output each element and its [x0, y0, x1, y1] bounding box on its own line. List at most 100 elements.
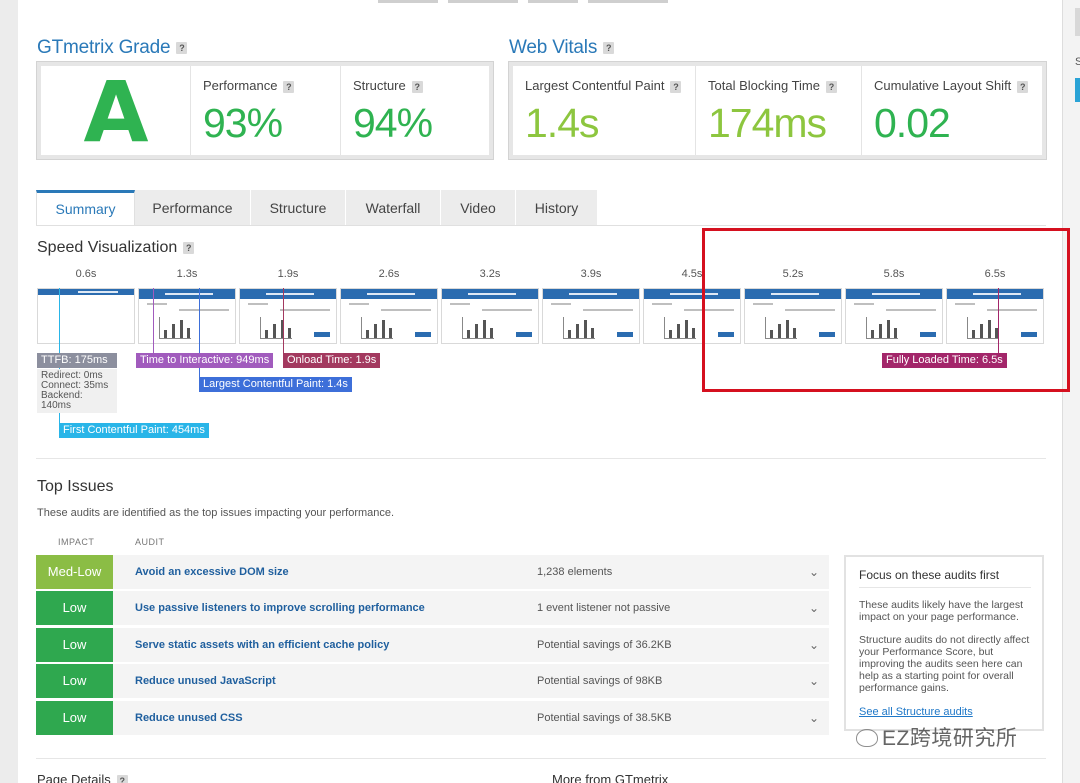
web-vitals-title: Web Vitals?	[509, 37, 615, 59]
audit-row[interactable]: Low Reduce unused CSS Potential savings …	[36, 701, 829, 735]
help-icon[interactable]: ?	[411, 80, 423, 93]
filmstrip-frame[interactable]	[340, 288, 438, 344]
filmstrip-frame[interactable]	[744, 288, 842, 344]
tick-label: 5.8s	[883, 268, 905, 280]
grade-section-title: GTmetrix Grade?	[37, 37, 188, 59]
metric-label: Cumulative Layout Shift?	[874, 78, 1029, 93]
section-divider	[36, 458, 1046, 459]
ttfb-label: TTFB: 175ms	[37, 353, 117, 368]
grade-cell: A	[41, 66, 191, 155]
performance-value: 93%	[203, 100, 283, 146]
web-vitals-box: Largest Contentful Paint? 1.4s Total Blo…	[509, 62, 1046, 159]
wechat-icon	[856, 729, 878, 747]
structure-value: 94%	[353, 100, 433, 146]
filmstrip-frame[interactable]	[946, 288, 1044, 344]
audit-title[interactable]: Serve static assets with an efficient ca…	[135, 639, 390, 651]
help-icon[interactable]: ?	[603, 41, 615, 54]
help-icon[interactable]: ?	[176, 41, 188, 54]
tick-label: 4.5s	[681, 268, 703, 280]
ttfb-connect: Connect: 35ms	[41, 380, 109, 391]
lcp-marker-line	[199, 288, 200, 378]
audit-title[interactable]: Avoid an excessive DOM size	[135, 566, 289, 578]
audit-title[interactable]: Use passive listeners to improve scrolli…	[135, 602, 425, 614]
sidebar-button-edge[interactable]	[1075, 78, 1080, 102]
filmstrip-frame[interactable]	[845, 288, 943, 344]
help-icon[interactable]: ?	[1017, 80, 1029, 93]
metric-label: Total Blocking Time?	[708, 78, 837, 93]
tab-video[interactable]: Video	[441, 190, 516, 226]
audit-row[interactable]: Low Reduce unused JavaScript Potential s…	[36, 664, 829, 698]
audit-row[interactable]: Low Use passive listeners to improve scr…	[36, 591, 829, 625]
audit-detail: Potential savings of 38.5KB	[537, 712, 672, 724]
top-issues-description: These audits are identified as the top i…	[37, 507, 395, 519]
structure-audits-link[interactable]: See all Structure audits	[859, 706, 973, 718]
speed-viz-title-text: Speed Visualization	[37, 239, 178, 256]
tab-summary[interactable]: Summary	[36, 190, 135, 226]
onload-label: Onload Time: 1.9s	[283, 353, 381, 368]
tick-label: 0.6s	[75, 268, 97, 280]
tti-marker-line	[153, 288, 154, 354]
metric-label: Performance?	[203, 78, 295, 93]
metric-label: Largest Contentful Paint?	[525, 78, 682, 93]
grade-title-text: GTmetrix Grade	[37, 37, 171, 58]
tick-label: 3.2s	[479, 268, 501, 280]
audit-row[interactable]: Med-Low Avoid an excessive DOM size 1,23…	[36, 555, 829, 589]
ttfb-backend: Backend: 140ms	[41, 390, 83, 411]
onload-marker-line	[283, 288, 284, 354]
lcp-metric: Largest Contentful Paint? 1.4s	[513, 66, 696, 155]
audit-detail: Potential savings of 98KB	[537, 675, 663, 687]
audit-row[interactable]: Low Serve static assets with an efficien…	[36, 628, 829, 662]
cls-metric: Cumulative Layout Shift? 0.02	[862, 66, 1042, 155]
help-icon[interactable]: ?	[826, 80, 837, 93]
tab-structure[interactable]: Structure	[251, 190, 346, 226]
filmstrip-frame[interactable]	[441, 288, 539, 344]
tti-label: Time to Interactive: 949ms	[136, 353, 274, 368]
chevron-down-icon[interactable]: ⌄	[808, 674, 820, 688]
impact-column-header: IMPACT	[58, 537, 95, 547]
chevron-down-icon[interactable]: ⌄	[808, 601, 820, 615]
filmstrip-frame[interactable]	[239, 288, 337, 344]
audit-title[interactable]: Reduce unused CSS	[135, 712, 243, 724]
help-icon[interactable]: ?	[116, 774, 128, 783]
ttfb-redirect: Redirect: 0ms	[41, 370, 103, 381]
tab-underline	[36, 225, 1046, 226]
impact-badge: Low	[36, 591, 113, 625]
impact-badge: Low	[36, 701, 113, 735]
metric-label: Structure?	[353, 78, 423, 93]
left-gutter	[0, 0, 18, 783]
help-icon[interactable]: ?	[670, 80, 682, 93]
tick-label: 5.2s	[782, 268, 804, 280]
filmstrip-frame[interactable]	[542, 288, 640, 344]
help-icon[interactable]: ?	[183, 241, 195, 254]
chevron-down-icon[interactable]: ⌄	[808, 638, 820, 652]
tick-label: 3.9s	[580, 268, 602, 280]
filmstrip-frame[interactable]	[643, 288, 741, 344]
highlight-rectangle	[702, 228, 1070, 392]
ttfb-details: Redirect: 0ms Connect: 35ms Backend: 140…	[37, 369, 117, 413]
fcp-label: First Contentful Paint: 454ms	[59, 423, 209, 438]
tab-history[interactable]: History	[516, 190, 598, 226]
page-details-title: Page Details?	[37, 772, 128, 783]
chevron-down-icon[interactable]: ⌄	[808, 711, 820, 725]
web-vitals-title-text: Web Vitals	[509, 37, 598, 58]
audit-detail: 1 event listener not passive	[537, 602, 671, 614]
audit-title[interactable]: Reduce unused JavaScript	[135, 675, 276, 687]
tab-performance[interactable]: Performance	[135, 190, 251, 226]
impact-badge: Med-Low	[36, 555, 113, 589]
tick-label: 1.3s	[176, 268, 198, 280]
tab-waterfall[interactable]: Waterfall	[346, 190, 441, 226]
filmstrip-frame[interactable]	[37, 288, 135, 344]
chevron-down-icon[interactable]: ⌄	[808, 565, 820, 579]
impact-badge: Low	[36, 628, 113, 662]
sidebar-letter: S	[1075, 56, 1080, 68]
grade-letter: A	[83, 63, 149, 161]
filmstrip-frame[interactable]	[138, 288, 236, 344]
tick-label: 2.6s	[378, 268, 400, 280]
focus-title: Focus on these audits first	[859, 568, 1000, 582]
audit-detail: 1,238 elements	[537, 566, 613, 578]
more-from-gtmetrix-title: More from GTmetrix	[552, 772, 669, 783]
focus-audits-panel: Focus on these audits first These audits…	[844, 555, 1044, 731]
cls-value: 0.02	[874, 100, 951, 146]
help-icon[interactable]: ?	[283, 80, 295, 93]
